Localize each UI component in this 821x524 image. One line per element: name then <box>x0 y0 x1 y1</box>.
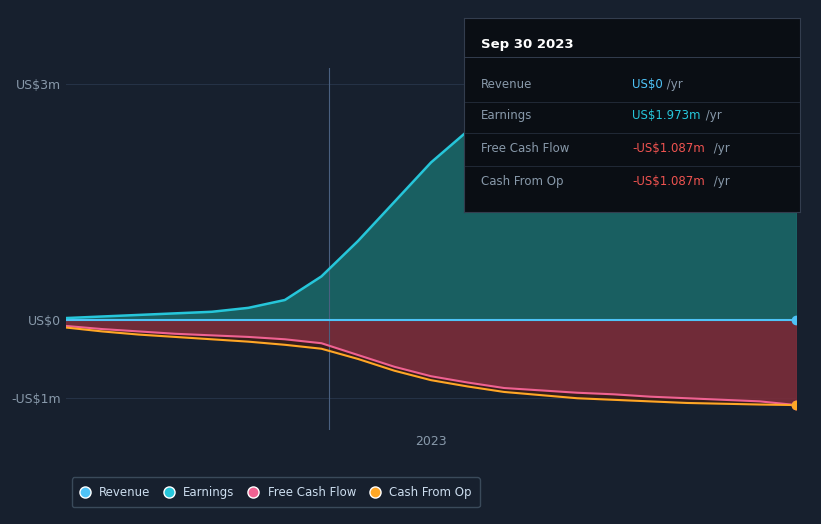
Text: Free Cash Flow: Free Cash Flow <box>481 141 569 155</box>
Text: Sep 30 2023: Sep 30 2023 <box>481 38 573 51</box>
Text: US$1.973m: US$1.973m <box>632 109 700 122</box>
Text: -US$1.087m: -US$1.087m <box>632 141 705 155</box>
Text: US$0: US$0 <box>632 78 663 91</box>
Text: Revenue: Revenue <box>481 78 532 91</box>
Text: Past: Past <box>767 51 793 64</box>
Text: /yr: /yr <box>709 174 729 188</box>
Text: /yr: /yr <box>709 141 729 155</box>
Text: Cash From Op: Cash From Op <box>481 174 563 188</box>
Text: /yr: /yr <box>702 109 722 122</box>
Text: /yr: /yr <box>663 78 683 91</box>
Legend: Revenue, Earnings, Free Cash Flow, Cash From Op: Revenue, Earnings, Free Cash Flow, Cash … <box>71 477 479 507</box>
Text: -US$1.087m: -US$1.087m <box>632 174 705 188</box>
Text: Earnings: Earnings <box>481 109 532 122</box>
